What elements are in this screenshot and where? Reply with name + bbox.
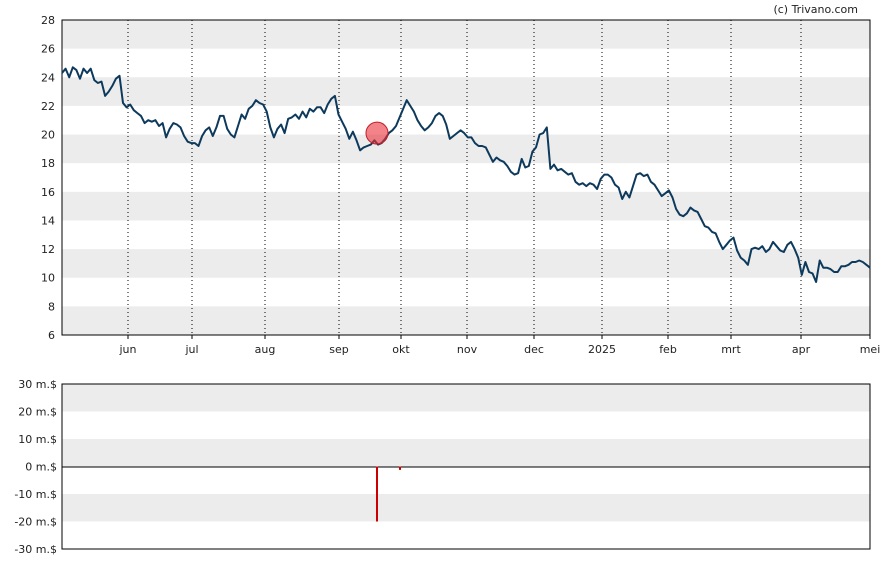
flow-y-tick-label: -30 m.$ (14, 543, 57, 556)
flow-y-tick-label: -20 m.$ (14, 516, 57, 529)
grid-band (62, 77, 870, 106)
month-x-axis: jun jul aug sep okt nov dec 2025 feb mrt apr mei (119, 335, 881, 356)
flow-y-tick-label: 0 m.$ (25, 461, 57, 474)
x-tick-label: jul (184, 343, 198, 356)
price-chart: 6 8 10 12 14 16 18 20 22 24 26 28 jun jul aug sep okt no… (41, 14, 880, 356)
grid-band (62, 384, 870, 412)
y-tick-label: 20 (41, 129, 55, 142)
flow-bars (376, 466, 401, 522)
highlight-marker (365, 121, 389, 145)
x-tick-label: dec (524, 343, 544, 356)
flow-y-tick-label: -10 m.$ (14, 488, 57, 501)
grid-band (62, 494, 870, 522)
y-tick-label: 22 (41, 100, 55, 113)
price-y-axis: 6 8 10 12 14 16 18 20 22 24 26 28 (41, 14, 55, 342)
credit-text: (c) Trivano.com (773, 3, 858, 16)
grid-band (62, 20, 870, 49)
flow-chart: 30 m.$ 20 m.$ 10 m.$ 0 m.$ -10 m.$ -20 m.$ -30… (14, 378, 871, 556)
x-tick-label: sep (329, 343, 348, 356)
y-tick-label: 12 (41, 243, 55, 256)
y-tick-label: 6 (48, 329, 55, 342)
y-tick-label: 16 (41, 186, 55, 199)
y-tick-label: 26 (41, 43, 55, 56)
y-tick-label: 28 (41, 14, 55, 27)
x-tick-label: nov (457, 343, 478, 356)
grid-band (62, 191, 870, 221)
y-tick-label: 24 (41, 71, 55, 84)
y-tick-label: 10 (41, 272, 55, 285)
price-line (61, 66, 871, 283)
y-tick-label: 8 (48, 300, 55, 313)
x-tick-label: okt (392, 343, 410, 356)
flow-grid-bands (62, 384, 870, 522)
flow-chart-frame (61, 383, 871, 550)
flow-y-axis: 30 m.$ 20 m.$ 10 m.$ 0 m.$ -10 m.$ -20 m.$ -30… (14, 378, 57, 556)
flow-y-tick-label: 20 m.$ (18, 406, 57, 419)
x-tick-label: feb (659, 343, 677, 356)
flow-y-tick-label: 10 m.$ (18, 433, 57, 446)
flow-y-tick-label: 30 m.$ (18, 378, 57, 391)
price-grid-bands (62, 20, 870, 335)
grid-band (62, 134, 870, 164)
x-tick-label: mei (860, 343, 881, 356)
month-gridlines (127, 20, 802, 335)
y-tick-label: 14 (41, 214, 55, 227)
grid-band (62, 249, 870, 278)
x-tick-label: mrt (721, 343, 741, 356)
grid-band (62, 306, 870, 335)
y-tick-label: 18 (41, 157, 55, 170)
x-tick-label: jun (119, 343, 137, 356)
x-tick-label: 2025 (588, 343, 616, 356)
x-tick-label: aug (255, 343, 276, 356)
price-chart-frame (61, 19, 871, 336)
grid-band (62, 439, 870, 467)
x-tick-label: apr (792, 343, 811, 356)
